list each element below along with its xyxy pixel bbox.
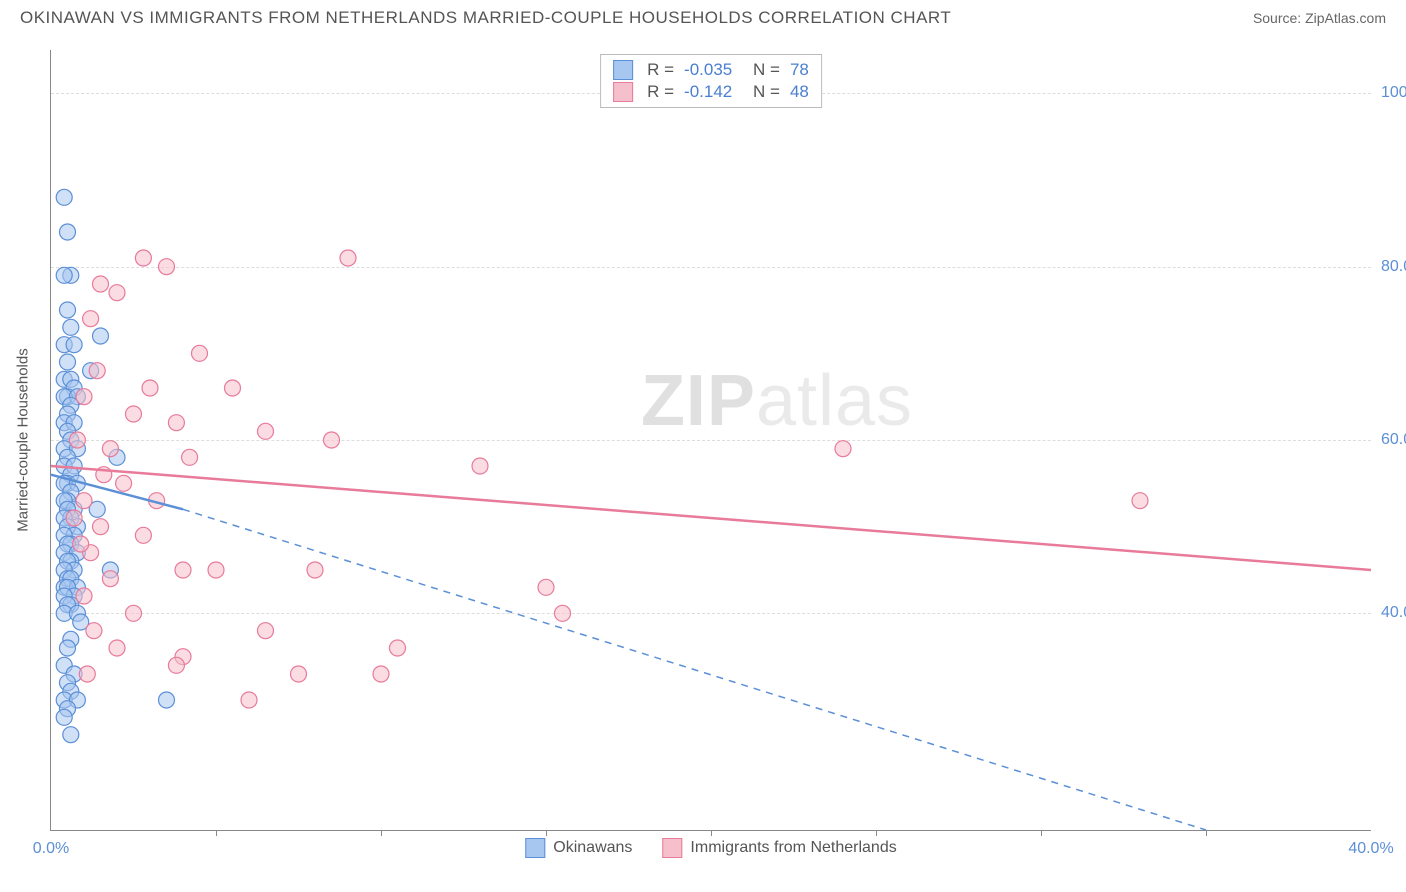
swatch-okinawans: [613, 60, 633, 80]
legend-label: Immigrants from Netherlands: [690, 839, 896, 857]
legend-item-okinawans: Okinawans: [525, 838, 632, 858]
y-tick-label: 40.0%: [1381, 604, 1406, 622]
chart-title: OKINAWAN VS IMMIGRANTS FROM NETHERLANDS …: [20, 8, 951, 28]
legend-swatch-netherlands: [662, 838, 682, 858]
legend-item-netherlands: Immigrants from Netherlands: [662, 838, 896, 858]
legend-swatch-okinawans: [525, 838, 545, 858]
y-tick-label: 100.0%: [1381, 84, 1406, 102]
stats-row-netherlands: R = -0.142 N = 48: [613, 81, 809, 103]
y-tick-label: 80.0%: [1381, 258, 1406, 276]
stats-legend-box: R = -0.035 N = 78 R = -0.142 N = 48: [600, 54, 822, 108]
x-tick-label: 0.0%: [33, 840, 69, 858]
stats-row-okinawans: R = -0.035 N = 78: [613, 59, 809, 81]
swatch-netherlands: [613, 82, 633, 102]
title-bar: OKINAWAN VS IMMIGRANTS FROM NETHERLANDS …: [0, 0, 1406, 32]
y-axis-label: Married-couple Households: [15, 348, 32, 531]
legend-label: Okinawans: [553, 839, 632, 857]
scatter-plot: [51, 50, 1371, 830]
y-tick-label: 60.0%: [1381, 431, 1406, 449]
chart-area: ZIPatlas Married-couple Households 40.0%…: [50, 50, 1371, 831]
source-attribution: Source: ZipAtlas.com: [1253, 10, 1386, 26]
bottom-legend: Okinawans Immigrants from Netherlands: [525, 838, 896, 858]
x-tick-label: 40.0%: [1348, 840, 1393, 858]
